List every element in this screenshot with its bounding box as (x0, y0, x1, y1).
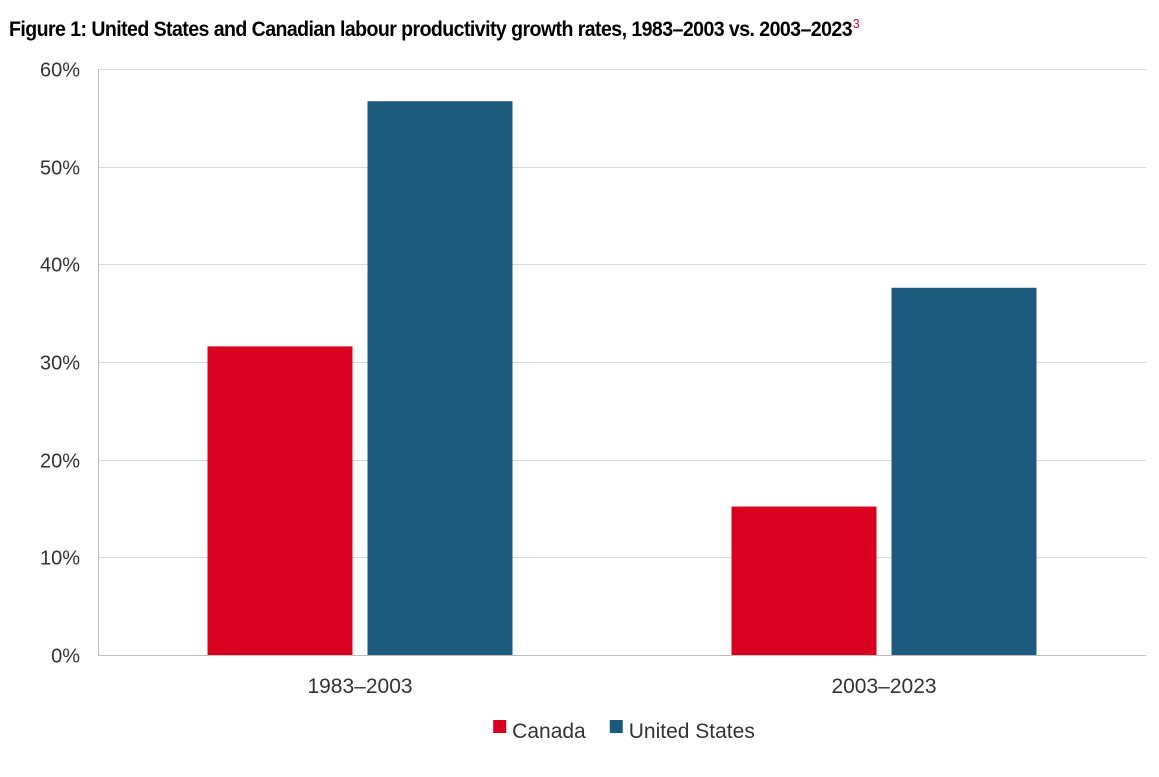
legend: Canada United States (493, 720, 755, 743)
legend-swatch (609, 720, 623, 733)
bars (207, 101, 1037, 656)
bar-canada-0[interactable] (207, 346, 353, 655)
x-category-label: 1983–2003 (307, 675, 412, 698)
chart-title: Figure 1: United States and Canadian lab… (9, 16, 860, 42)
y-tick-label: 10% (40, 548, 80, 570)
chart-title-text: Figure 1: United States and Canadian lab… (9, 18, 853, 41)
y-tick-label: 50% (40, 158, 80, 180)
legend-label: United States (629, 720, 755, 743)
y-tick-label: 20% (40, 451, 80, 473)
bar-united-states-1[interactable] (891, 287, 1037, 655)
x-category-label: 2003–2023 (831, 675, 936, 698)
y-axis-tick-labels: 0% 10% 20% 30% 40% 50% 60% (40, 60, 80, 668)
bar-united-states-0[interactable] (367, 101, 513, 656)
legend-item-canada[interactable]: Canada (493, 720, 586, 743)
bar-canada-1[interactable] (731, 506, 877, 655)
legend-swatch (493, 720, 507, 733)
legend-label: Canada (512, 720, 586, 743)
x-axis-category-labels: 1983–2003 2003–2023 (307, 675, 936, 698)
y-tick-label: 60% (40, 60, 80, 82)
y-tick-label: 0% (51, 646, 80, 668)
y-tick-label: 30% (40, 353, 80, 375)
footnote-marker[interactable]: 3 (852, 16, 860, 31)
y-tick-label: 40% (40, 255, 80, 277)
legend-item-united-states[interactable]: United States (609, 720, 755, 743)
